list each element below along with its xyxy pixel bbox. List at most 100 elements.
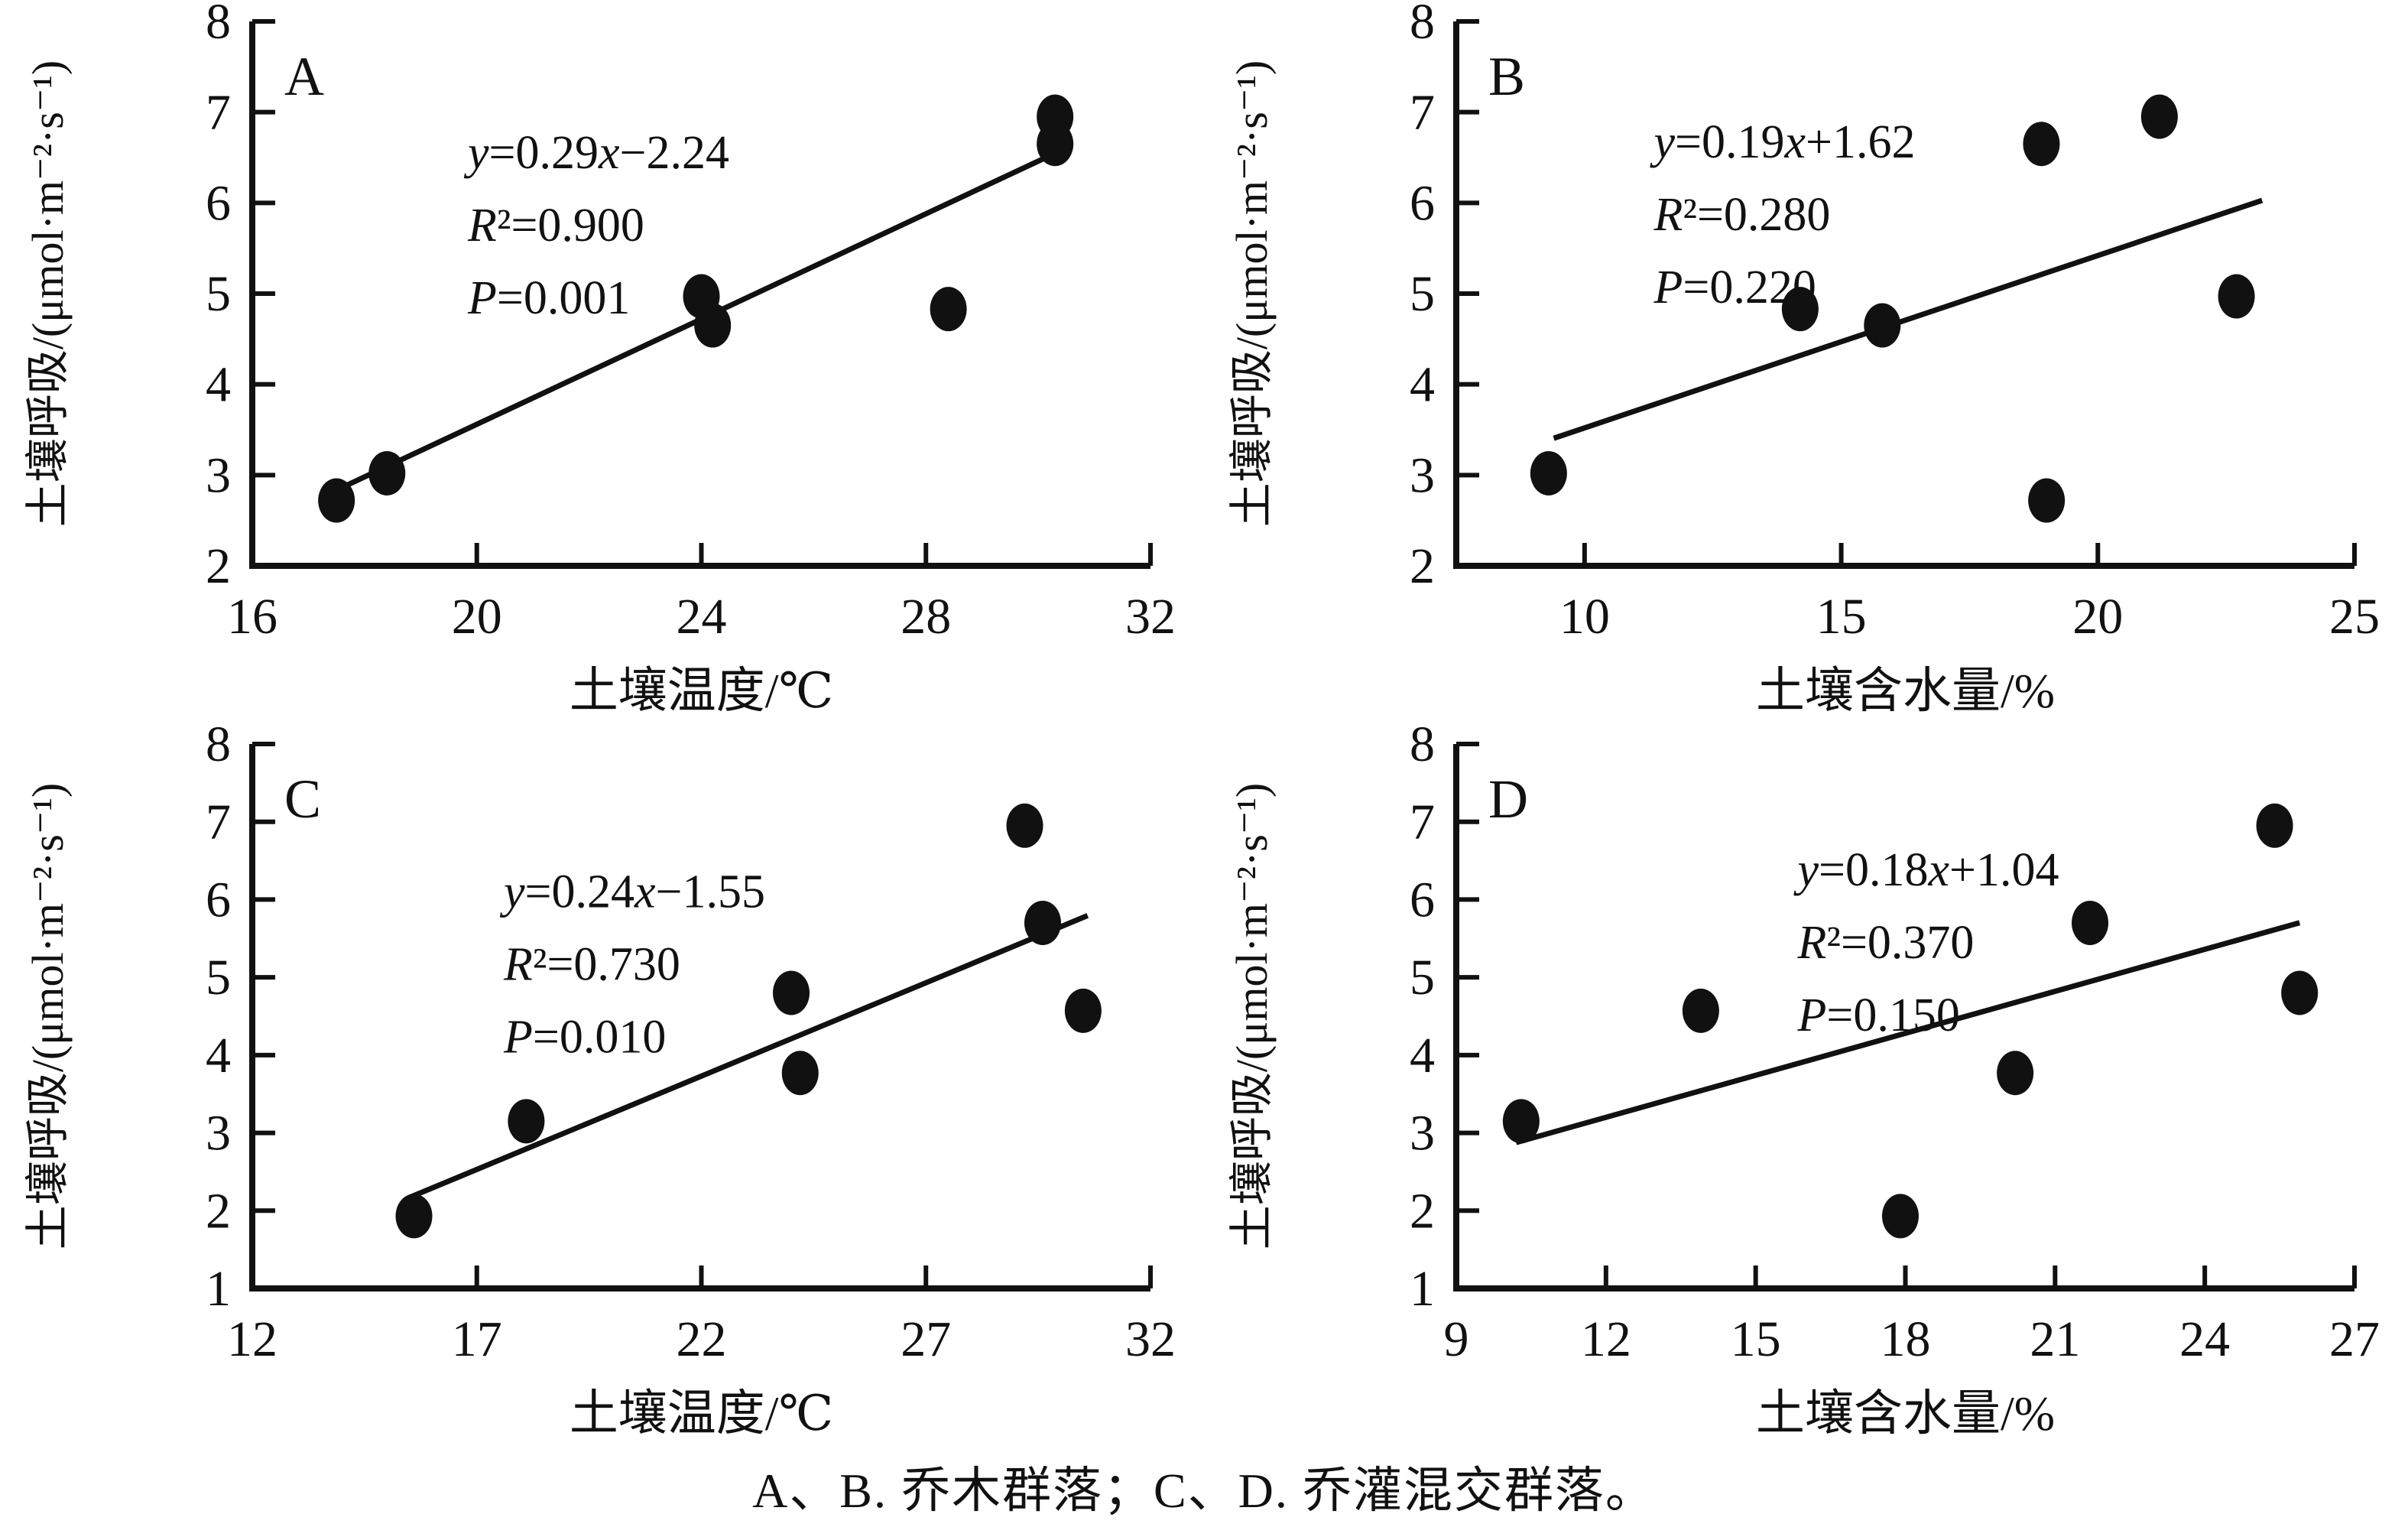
equation-text: y=0.24x−1.55 [499,866,765,918]
equation-text: R²=0.730 [503,939,680,991]
x-tick-label: 27 [901,1311,951,1367]
panel-letter: D [1488,768,1528,830]
data-point [1024,900,1061,945]
y-tick-label: 2 [206,1183,231,1239]
data-point [2072,900,2109,945]
data-point [1997,1051,2034,1096]
y-tick-label: 2 [1410,1183,1435,1239]
panel-c-soil-temp-scatter: 12 17 22 27 3212345678土壤温度/℃土壤呼吸/(μmol·m⁻²·s… [23,723,1176,1441]
y-tick-label: 8 [206,723,231,772]
data-point [2218,274,2255,319]
scatter-grid: 16 20 24 28 32 2 3 4 5 6 7 8 土壤温度/℃ 土壤呼吸/(μmol·m⁻²·s⁻… [23,0,2380,1441]
x-axis-title: 土壤含水量/% [1756,1386,2055,1441]
y-tick-label: 7 [206,794,231,850]
equation-text: P=0.220 [1653,262,1816,314]
y-tick-label: 7 [206,85,231,141]
y-tick-label: 6 [1410,175,1435,231]
x-tick-label: 17 [452,1311,502,1367]
x-tick-label: 12 [1581,1311,1631,1367]
x-tick-label: 24 [677,589,727,645]
y-tick-label: 5 [206,266,231,322]
y-axis-title: 土壤呼吸/(μmol·m⁻²·s⁻¹) [1227,60,1277,527]
y-tick-label: 5 [206,950,231,1006]
y-tick-label: 6 [1410,872,1435,928]
data-point [2023,122,2060,167]
y-tick-label: 3 [1410,1106,1435,1161]
y-tick-label: 3 [1410,447,1435,503]
x-tick-label: 24 [2179,1311,2230,1367]
x-tick-label: 16 [227,589,277,645]
equation-text: y=0.29x−2.24 [463,127,729,179]
y-tick-label: 5 [1410,266,1435,322]
y-tick-label: 7 [1410,85,1435,141]
x-tick-label: 15 [1731,1311,1781,1367]
x-tick-label: 12 [227,1311,277,1367]
panel-b-soil-moisture-scatter: 10 15 20 25 2 3 4 5 6 7 8 土壤含水量/% 土壤呼吸/(μmol·m⁻²·s⁻¹… [1227,0,2380,718]
x-tick-label: 20 [2072,589,2123,645]
data-point [2140,94,2178,139]
data-point [318,478,355,523]
y-tick-label: 1 [206,1261,231,1317]
x-tick-label: 27 [2329,1311,2380,1367]
panel-letter: B [1488,46,1525,107]
y-tick-label: 5 [1410,950,1435,1006]
data-point [1682,988,1719,1033]
equation-text: P=0.010 [503,1012,666,1064]
y-tick-label: 3 [206,1106,231,1161]
y-tick-label: 3 [206,447,231,503]
data-point [368,450,406,495]
equation-text: y=0.19x+1.62 [1650,116,1916,168]
x-tick-label: 28 [901,589,951,645]
data-point [694,303,732,348]
y-tick-label: 6 [206,175,231,231]
y-tick-label: 8 [1410,0,1435,50]
y-tick-label: 2 [206,538,231,594]
data-point [930,287,967,332]
y-tick-label: 1 [1410,1261,1435,1317]
x-axis-title: 土壤温度/℃ [570,1386,833,1441]
data-point [508,1099,545,1144]
y-tick-label: 7 [1410,794,1435,850]
x-tick-label: 21 [2030,1311,2080,1367]
y-tick-label: 4 [206,357,231,413]
panel-letter: A [284,46,324,107]
panel-letter: C [284,768,321,830]
y-axis-title: 土壤呼吸/(μmol·m⁻²·s⁻¹) [23,60,73,527]
data-point [1881,1194,1919,1239]
equation-text: P=0.150 [1797,989,1960,1041]
data-point [2256,803,2293,848]
data-point [1006,803,1043,848]
data-point [1064,988,1102,1033]
data-point [2281,970,2319,1015]
data-point [1781,287,1819,332]
data-point [781,1051,819,1096]
regression-line [1553,197,2264,441]
data-point [1502,1099,1540,1144]
y-tick-label: 8 [206,0,231,50]
equation-text: R²=0.370 [1797,917,1975,969]
panel-d-soil-moisture-scatter: 9 12 15 18 21 24 2712345678土壤含水量/%土壤呼吸/(μmol·m… [1227,723,2380,1441]
equation-text: R²=0.280 [1653,189,1831,241]
x-tick-label: 32 [1125,589,1176,645]
data-point [395,1194,433,1239]
y-axis-title: 土壤呼吸/(μmol·m⁻²·s⁻¹) [23,783,73,1249]
figure-caption: A、B. 乔木群落；C、D. 乔灌混交群落。 [752,1463,1656,1518]
equation-text: y=0.18x+1.04 [1793,844,2059,896]
x-axis-title: 土壤含水量/% [1756,664,2055,718]
y-tick-label: 4 [1410,357,1435,413]
panel-a-soil-temp-scatter: 16 20 24 28 32 2 3 4 5 6 7 8 土壤温度/℃ 土壤呼吸/(μmol·m⁻²·s⁻… [23,0,1176,718]
x-tick-label: 32 [1125,1311,1176,1367]
data-point [1864,303,1901,348]
regression-line [1515,920,2301,1145]
y-tick-label: 8 [1410,723,1435,772]
data-point [2028,478,2066,523]
data-point [1530,450,1567,495]
x-tick-label: 22 [677,1311,727,1367]
equation-text: P=0.001 [467,272,630,324]
y-tick-label: 4 [1410,1028,1435,1084]
y-tick-label: 2 [1410,538,1435,594]
y-tick-label: 6 [206,872,231,928]
y-axis-title: 土壤呼吸/(μmol·m⁻²·s⁻¹) [1227,783,1277,1249]
x-tick-label: 15 [1816,589,1867,645]
